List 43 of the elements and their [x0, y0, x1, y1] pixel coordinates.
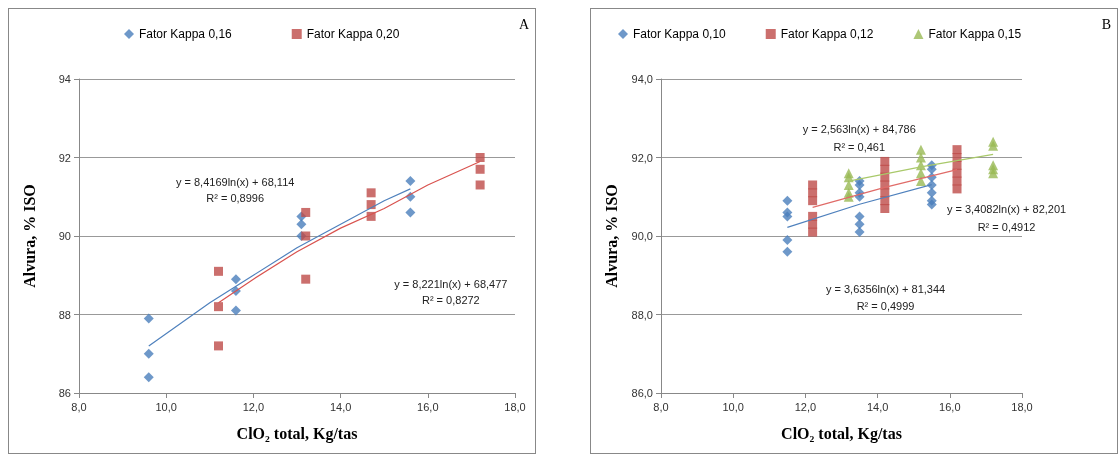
x-tick-label: 16,0 — [939, 400, 961, 413]
x-tick-label: 12,0 — [242, 400, 265, 413]
y-axis-title: Alvura, % ISO — [602, 184, 620, 288]
x-axis-title: ClO₂ total, Kg/tas — [236, 424, 358, 443]
y-tick-label: 88 — [58, 308, 71, 321]
text: B — [1101, 16, 1112, 32]
legend-label: Fator Kappa 0,12 — [780, 27, 874, 41]
annotation: R² = 0,461 — [833, 140, 886, 153]
annotation: y = 3,6356ln(x) + 81,344 — [825, 282, 946, 295]
legend-label: Fator Kappa 0,20 — [306, 27, 400, 41]
annotation: R² = 0,8996 — [206, 191, 265, 204]
y-tick-label: 90 — [58, 230, 71, 242]
y-tick-label: 92,0 — [631, 151, 653, 164]
x-tick-label: 10,0 — [155, 400, 177, 413]
y-tick-label: 94 — [58, 73, 71, 85]
legend-label: Fator Kappa 0,10 — [633, 27, 727, 41]
y-tick-label: 86 — [58, 387, 71, 399]
legend-label: Fator Kappa 0,15 — [928, 27, 1022, 41]
x-tick-label: 18,0 — [1011, 400, 1033, 413]
y-tick-label: 92 — [58, 151, 71, 164]
x-tick-label: 18,0 — [504, 400, 526, 413]
x-tick-label: 14,0 — [329, 400, 352, 413]
annotation: R² = 0,4912 — [977, 220, 1036, 233]
y-tick-label: 86,0 — [631, 387, 653, 399]
annotation: R² = 0,4999 — [856, 300, 915, 313]
x-axis-title: ClO₂ total, Kg/tas — [781, 424, 902, 443]
x-tick-label: 10,0 — [722, 400, 744, 413]
legend-label: Fator Kappa 0,16 — [139, 27, 233, 41]
x-tick-label: 12,0 — [794, 400, 817, 413]
text: A — [518, 16, 530, 32]
y-tick-label: 94,0 — [631, 73, 653, 85]
x-tick-label: 8,0 — [71, 400, 87, 413]
annotation: y = 8,4169ln(x) + 68,114 — [175, 176, 295, 189]
y-tick-label: 90,0 — [631, 230, 653, 242]
y-axis-title: Alvura, % ISO — [20, 184, 38, 288]
annotation: y = 2,563ln(x) + 84,786 — [802, 122, 916, 135]
annotation: y = 3,4082ln(x) + 82,201 — [946, 202, 1067, 215]
annotation: y = 8,221ln(x) + 68,477 — [394, 278, 508, 291]
x-tick-label: 14,0 — [866, 400, 889, 413]
y-tick-label: 88,0 — [631, 308, 653, 321]
x-tick-label: 16,0 — [417, 400, 439, 413]
x-tick-label: 8,0 — [653, 400, 669, 413]
annotation: R² = 0,8272 — [421, 293, 480, 306]
